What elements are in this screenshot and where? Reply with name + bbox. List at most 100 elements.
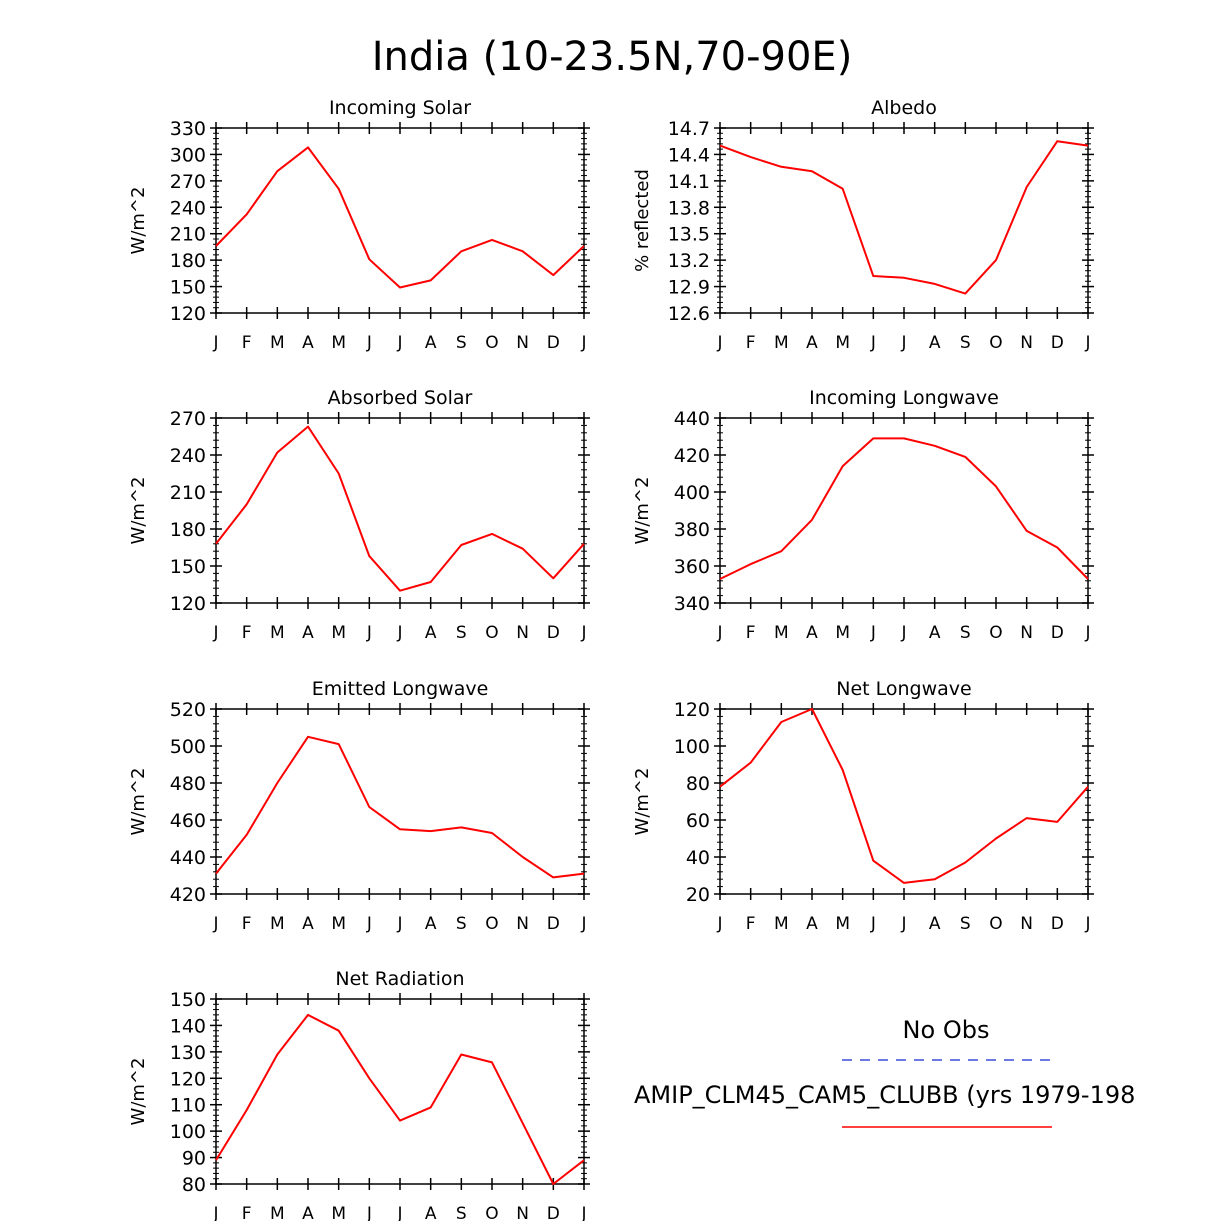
net-longwave-xtick-label: S [960,914,971,934]
albedo-xtick-label: A [929,333,941,353]
net-longwave-frame [719,708,1089,895]
emitted-longwave-ytick-label: 440 [170,847,206,869]
incoming-solar-xtick-label: M [270,333,285,353]
figure-title: India (10-23.5N,70-90E) [372,34,853,80]
albedo-ytick-label: 13.2 [668,250,710,272]
incoming-longwave-xtick-label: J [716,623,722,643]
panel-albedo: Albedo 12.6 12.9 13.2 13.5 13.8 14.1 14.4 14.7 J F… [632,97,1094,353]
incoming-longwave-xtick-label: D [1051,623,1064,643]
net-radiation-xtick-label: J [580,1204,586,1221]
incoming-solar-ytick-label: 210 [170,224,206,246]
net-radiation-ytick-label: 130 [170,1042,206,1064]
net-radiation-xtick-label: M [270,1204,285,1221]
albedo-xtick-label: J [870,333,876,353]
emitted-longwave-ytick-label: 500 [170,736,206,758]
incoming-solar-xtick-label: A [302,333,314,353]
emitted-longwave-ytick-label: 480 [170,773,206,795]
incoming-solar-ytick-label: 300 [170,144,206,166]
net-radiation-xtick-label: A [302,1204,314,1221]
incoming-solar-ytick-label: 330 [170,118,206,140]
incoming-solar-ytick-label: 150 [170,277,206,299]
incoming-longwave-xtick-label: J [870,623,876,643]
absorbed-solar-ytick-label: 270 [170,408,206,430]
net-radiation-xtick-label: J [212,1204,218,1221]
albedo-xtick-label: J [900,333,906,353]
emitted-longwave-xtick-label: N [516,914,529,934]
net-longwave-xtick-label: A [806,914,818,934]
albedo-xtick-label: A [806,333,818,353]
incoming-solar-xtick-label: A [425,333,437,353]
albedo-ytick-label: 14.4 [668,144,710,166]
incoming-longwave-ytick-label: 360 [674,556,710,578]
absorbed-solar-xtick-label: M [270,623,285,643]
incoming-longwave-ylabel: W/m^2 [632,477,653,545]
net-radiation-ytick-label: 120 [170,1068,206,1090]
absorbed-solar-xtick-label: J [396,623,402,643]
absorbed-solar-xtick-label: O [485,623,498,643]
albedo-xtick-label: J [716,333,722,353]
incoming-solar-xtick-label: J [396,333,402,353]
net-longwave-ytick-label: 100 [674,736,710,758]
absorbed-solar-ytick-label: 150 [170,556,206,578]
absorbed-solar-xtick-label: S [456,623,467,643]
net-radiation-xtick-label: F [242,1204,252,1221]
albedo-xtick-label: O [989,333,1002,353]
plots-group: Incoming Solar 120 150 180 210 240 270 300 330 J F… [128,97,1094,1221]
incoming-solar-xtick-label: S [456,333,467,353]
incoming-longwave-ytick-label: 380 [674,519,710,541]
net-longwave-xtick-label: N [1020,914,1033,934]
incoming-longwave-xtick-label: M [835,623,850,643]
albedo-ytick-label: 14.1 [668,171,710,193]
incoming-solar-frame [215,127,585,314]
incoming-longwave-ytick-label: 400 [674,482,710,504]
net-radiation-ytick-label: 100 [170,1121,206,1143]
emitted-longwave-title: Emitted Longwave [312,678,489,700]
incoming-solar-xtick-label: J [580,333,586,353]
incoming-longwave-xtick-label: M [774,623,789,643]
incoming-longwave-xtick-label: F [746,623,756,643]
absorbed-solar-ylabel: W/m^2 [128,477,149,545]
net-radiation-xtick-label: O [485,1204,498,1221]
emitted-longwave-xtick-label: J [366,914,372,934]
net-radiation-ylabel: W/m^2 [128,1058,149,1126]
emitted-longwave-ylabel: W/m^2 [128,768,149,836]
net-longwave-xtick-label: A [929,914,941,934]
emitted-longwave-xtick-label: A [302,914,314,934]
albedo-xtick-label: N [1020,333,1033,353]
albedo-series-line [719,140,1089,295]
absorbed-solar-xtick-label: D [547,623,560,643]
absorbed-solar-ytick-label: 180 [170,519,206,541]
emitted-longwave-xtick-label: D [547,914,560,934]
incoming-solar-title: Incoming Solar [329,97,471,119]
net-radiation-ytick-label: 140 [170,1015,206,1037]
net-radiation-series-line [215,1013,585,1185]
legend-obs-label: No Obs [903,1016,990,1044]
incoming-longwave-title: Incoming Longwave [809,387,999,409]
albedo-title: Albedo [871,97,937,119]
net-longwave-xtick-label: J [870,914,876,934]
emitted-longwave-xtick-label: S [456,914,467,934]
incoming-longwave-xtick-label: A [806,623,818,643]
emitted-longwave-xtick-label: M [270,914,285,934]
incoming-longwave-ytick-label: 420 [674,445,710,467]
emitted-longwave-xtick-label: J [212,914,218,934]
albedo-xtick-label: F [746,333,756,353]
net-radiation-ytick-label: 80 [182,1174,206,1196]
emitted-longwave-xtick-label: O [485,914,498,934]
net-longwave-ytick-label: 60 [686,810,710,832]
emitted-longwave-series-line [215,735,585,879]
net-longwave-xtick-label: J [900,914,906,934]
incoming-solar-xtick-label: O [485,333,498,353]
absorbed-solar-xtick-label: J [366,623,372,643]
albedo-xtick-label: M [835,333,850,353]
incoming-longwave-xtick-label: N [1020,623,1033,643]
emitted-longwave-ytick-label: 420 [170,884,206,906]
emitted-longwave-xtick-label: F [242,914,252,934]
net-longwave-xtick-label: J [1084,914,1090,934]
net-radiation-xtick-label: M [331,1204,346,1221]
incoming-solar-xtick-label: D [547,333,560,353]
emitted-longwave-ytick-label: 460 [170,810,206,832]
